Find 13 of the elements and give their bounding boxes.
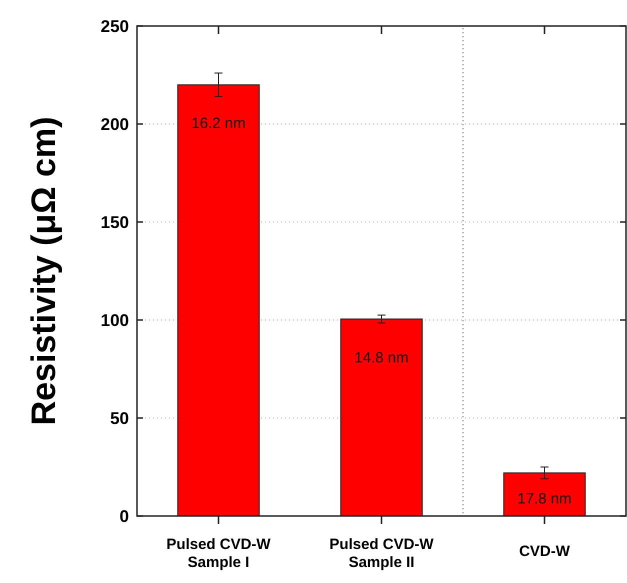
y-tick-label: 100	[100, 310, 129, 330]
y-tick-label: 150	[100, 212, 129, 232]
annotation: 16.2 nm	[191, 115, 246, 132]
annotation: 14.8 nm	[354, 349, 409, 366]
y-tick-label: 250	[100, 16, 129, 36]
y-tick-label: 50	[110, 408, 129, 428]
x-tick-label: Pulsed CVD-W Sample I	[166, 536, 272, 571]
y-axis-title: Resistivity (μΩ cm)	[25, 116, 63, 426]
x-tick-label: Pulsed CVD-W Sample II	[329, 536, 434, 571]
y-tick-label: 0	[120, 506, 129, 526]
y-tick-label: 200	[100, 114, 129, 134]
annotation: 17.8 nm	[517, 490, 572, 508]
x-tick-label: CVD-W	[519, 543, 571, 560]
